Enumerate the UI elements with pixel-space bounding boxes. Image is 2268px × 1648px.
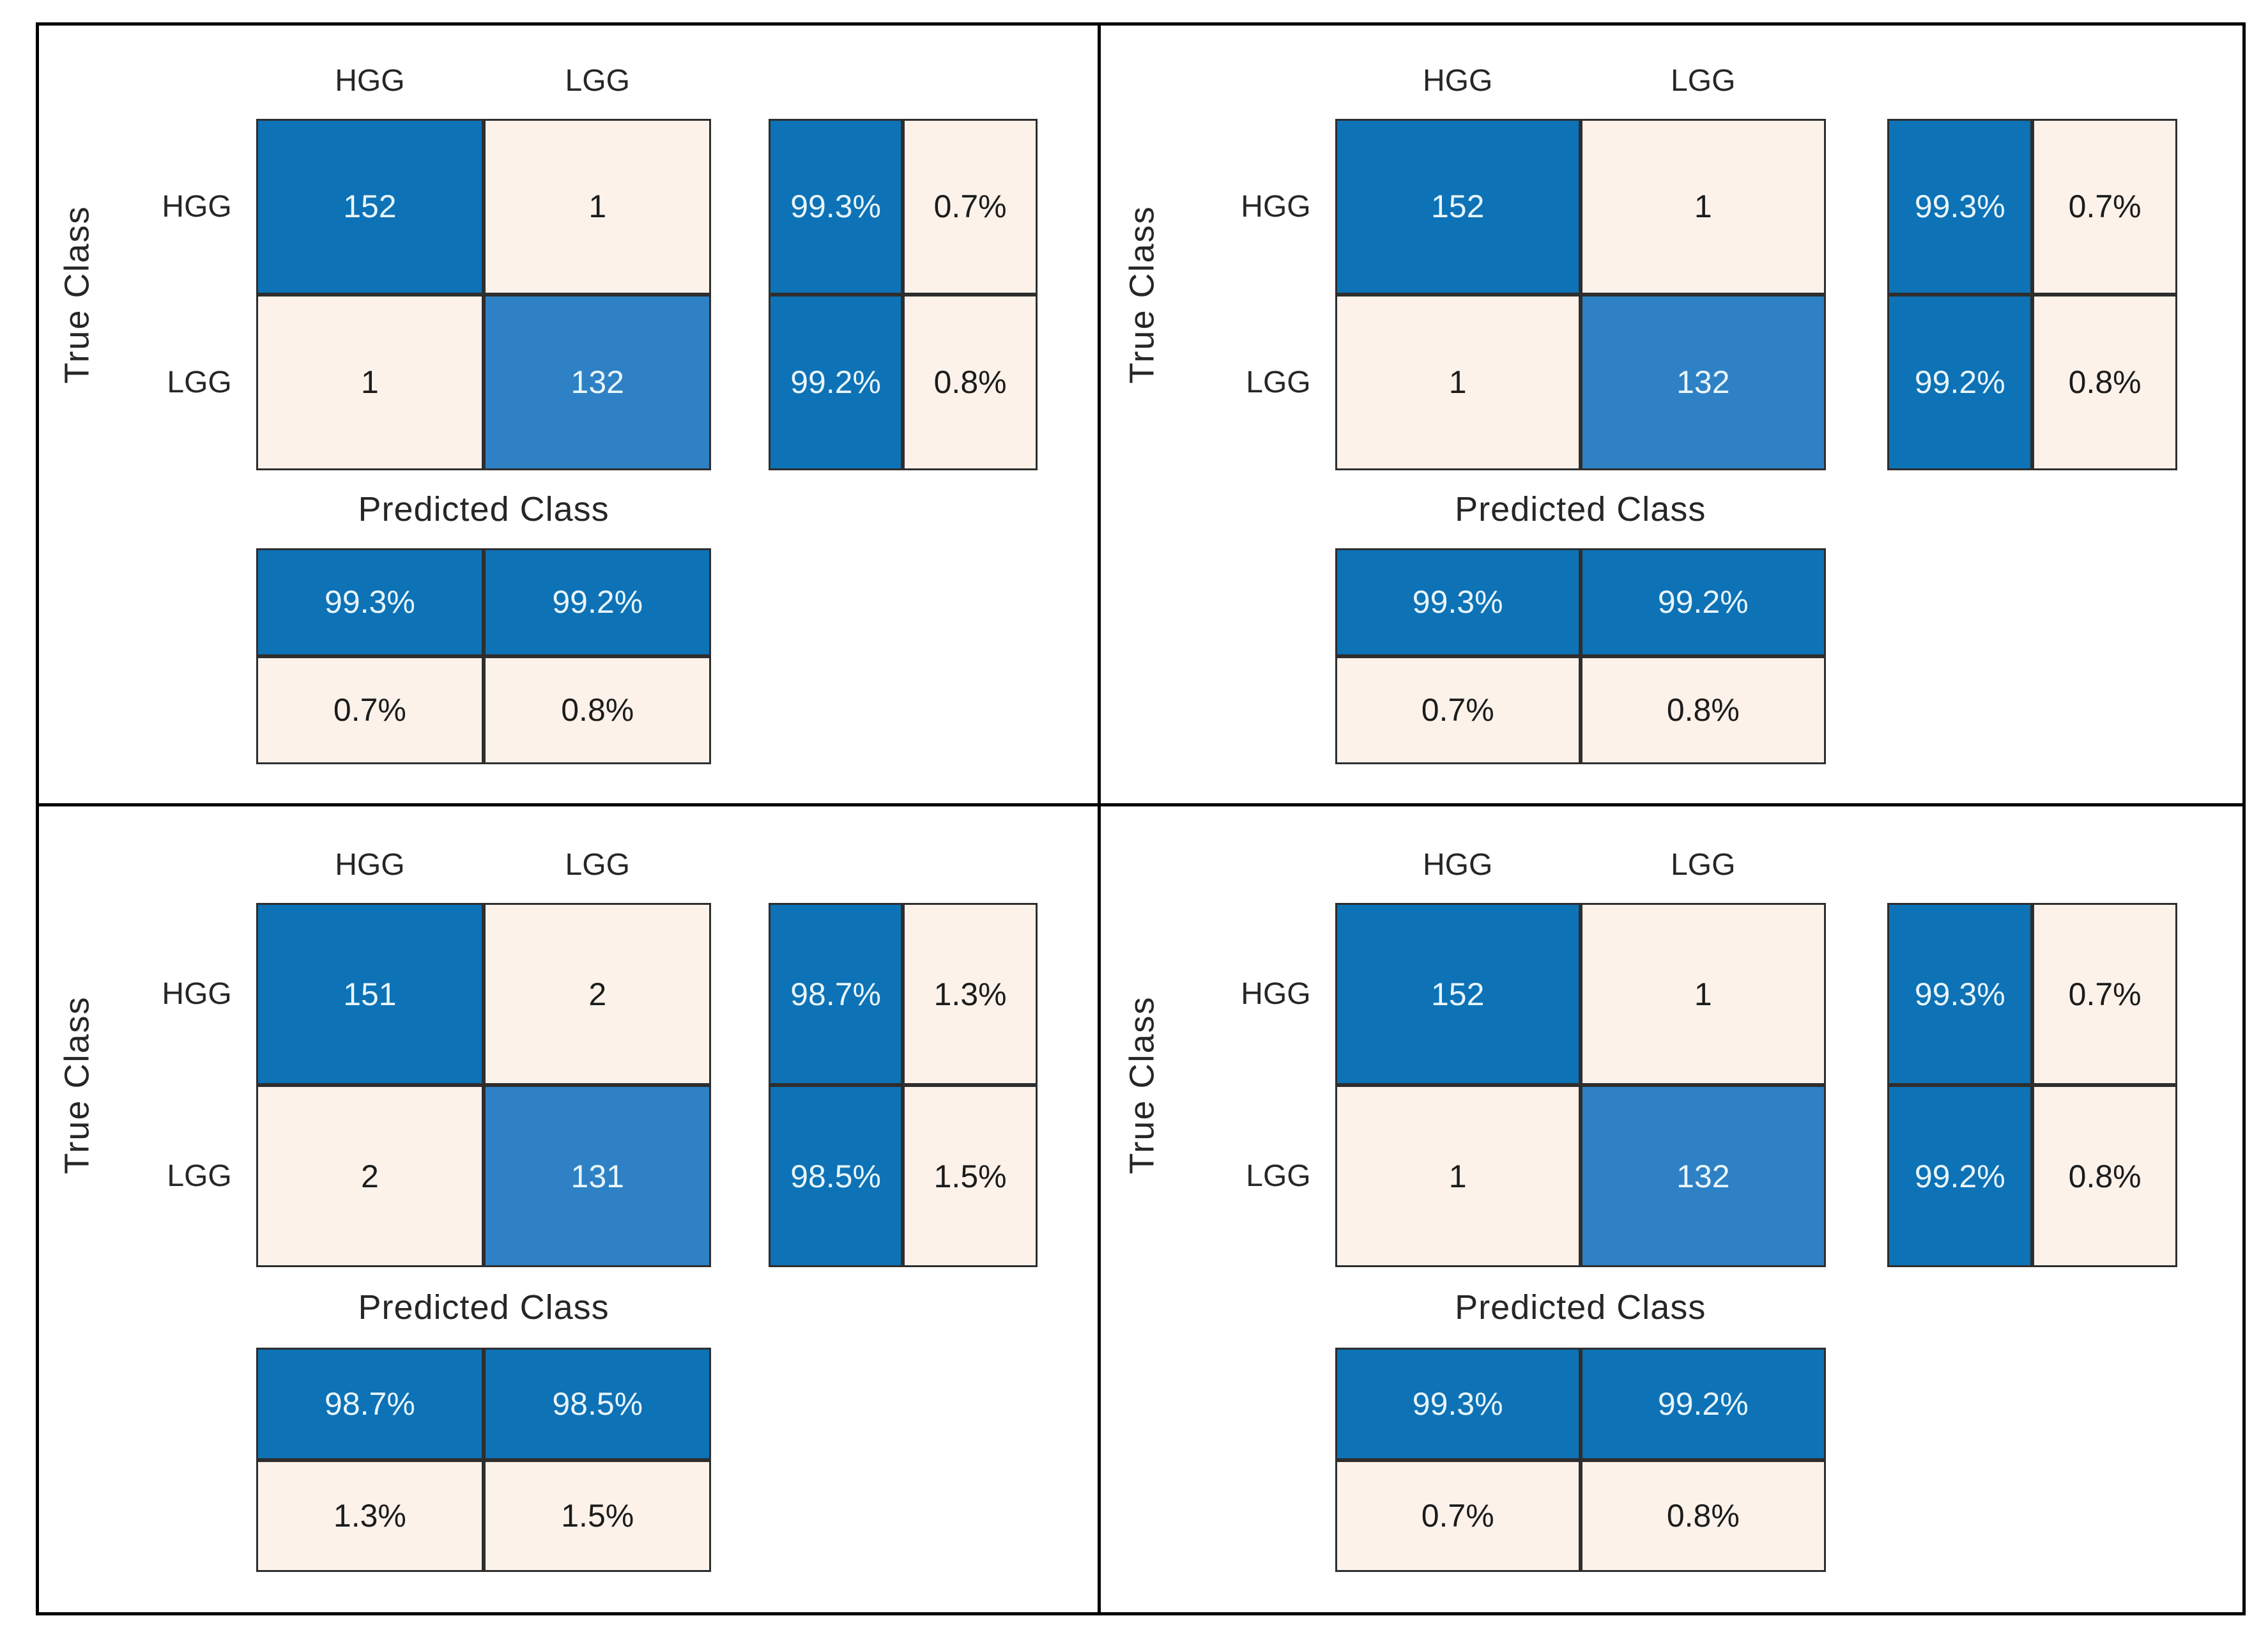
y-axis-label: True Class	[1101, 903, 1183, 1267]
row-summary-cell: 98.7%	[256, 1348, 484, 1460]
col-header-lgg: LGG	[565, 847, 630, 882]
confusion-chart: HGG LGG True Class HGG LGG 151 2 2 131 9…	[39, 806, 1098, 1612]
y-axis-label-text: True Class	[1123, 996, 1161, 1174]
row-summary-cell: 1.5%	[484, 1459, 712, 1572]
confusion-cell: 152	[1335, 118, 1581, 295]
row-summary-cell: 0.7%	[1335, 1459, 1581, 1572]
confusion-cell: 1	[484, 118, 712, 295]
x-axis-label: Predicted Class	[358, 1288, 609, 1327]
col-header-hgg: HGG	[1423, 847, 1493, 882]
row-summary-cell: 99.3%	[1335, 1348, 1581, 1460]
confusion-cell: 1	[1335, 1085, 1581, 1268]
row-summary-cell: 99.3%	[256, 548, 484, 656]
column-summary-cell: 99.2%	[1887, 1085, 2033, 1268]
column-summary-cell: 99.3%	[768, 118, 903, 295]
column-summary-cell: 98.5%	[768, 1085, 903, 1268]
row-summary-cell: 0.8%	[484, 656, 712, 764]
column-summary-cell: 0.7%	[2032, 118, 2178, 295]
figure-frame: HGG LGG True Class HGG LGG 152 1 1 132 9…	[36, 22, 2246, 1615]
row-summary-cell: 0.8%	[1580, 656, 1826, 764]
row-summary-cell: 99.3%	[1335, 548, 1581, 656]
y-axis-label-text: True Class	[1123, 205, 1161, 384]
x-axis-label: Predicted Class	[358, 489, 609, 528]
col-header-hgg: HGG	[335, 847, 405, 882]
confusion-cell: 151	[256, 902, 484, 1086]
confusion-cell: 2	[484, 902, 712, 1086]
column-summary-cell: 0.7%	[2032, 902, 2178, 1086]
x-axis-label: Predicted Class	[1455, 489, 1706, 528]
row-header-lgg: LGG	[1246, 365, 1311, 399]
column-summary-cell: 99.2%	[768, 294, 903, 470]
row-summary-cell: 99.2%	[1580, 1348, 1826, 1460]
confusion-cell: 132	[1580, 1085, 1826, 1268]
row-summary-cell: 0.8%	[1580, 1459, 1826, 1572]
confusion-cell: 132	[484, 294, 712, 470]
confusion-cell: 1	[1335, 294, 1581, 470]
row-summary-cell: 99.2%	[484, 548, 712, 656]
y-axis-label: True Class	[1101, 119, 1183, 470]
column-summary-cell: 0.8%	[2032, 294, 2178, 470]
confusion-cell: 1	[1580, 902, 1826, 1086]
column-summary-cell: 1.5%	[903, 1085, 1038, 1268]
y-axis-label: True Class	[39, 119, 115, 470]
x-axis-label: Predicted Class	[1455, 1288, 1706, 1327]
confusion-cell: 2	[256, 1085, 484, 1268]
confusion-cell: 152	[256, 118, 484, 295]
panel-top-right: HGG LGG True Class HGG LGG 152 1 1 132 9…	[1101, 26, 2242, 806]
row-header-hgg: HGG	[162, 189, 232, 224]
row-summary-cell: 98.5%	[484, 1348, 712, 1460]
confusion-chart: HGG LGG True Class HGG LGG 152 1 1 132 9…	[39, 26, 1098, 803]
row-summary-cell: 0.7%	[1335, 656, 1581, 764]
column-summary-cell: 0.8%	[903, 294, 1038, 470]
column-summary-cell: 98.7%	[768, 902, 903, 1086]
row-header-hgg: HGG	[1241, 977, 1311, 1012]
col-header-hgg: HGG	[1423, 63, 1493, 98]
panel-bottom-left: HGG LGG True Class HGG LGG 151 2 2 131 9…	[39, 806, 1101, 1612]
column-summary-cell: 99.3%	[1887, 902, 2033, 1086]
row-header-lgg: LGG	[1246, 1159, 1311, 1194]
confusion-cell: 1	[1580, 118, 1826, 295]
row-summary-cell: 99.2%	[1580, 548, 1826, 656]
row-header-lgg: LGG	[167, 365, 232, 399]
row-header-hgg: HGG	[1241, 189, 1311, 224]
row-summary-cell: 0.7%	[256, 656, 484, 764]
confusion-cell: 152	[1335, 902, 1581, 1086]
row-summary-cell: 1.3%	[256, 1459, 484, 1572]
col-header-hgg: HGG	[335, 63, 405, 98]
panel-bottom-right: HGG LGG True Class HGG LGG 152 1 1 132 9…	[1101, 806, 2242, 1612]
col-header-lgg: LGG	[565, 63, 630, 98]
confusion-cell: 132	[1580, 294, 1826, 470]
confusion-cell: 131	[484, 1085, 712, 1268]
y-axis-label: True Class	[39, 903, 115, 1267]
column-summary-cell: 99.3%	[1887, 118, 2033, 295]
column-summary-cell: 0.8%	[2032, 1085, 2178, 1268]
y-axis-label-text: True Class	[57, 996, 96, 1174]
column-summary-cell: 99.2%	[1887, 294, 2033, 470]
col-header-lgg: LGG	[1671, 63, 1736, 98]
confusion-cell: 1	[256, 294, 484, 470]
row-header-lgg: LGG	[167, 1159, 232, 1194]
col-header-lgg: LGG	[1671, 847, 1736, 882]
confusion-chart: HGG LGG True Class HGG LGG 152 1 1 132 9…	[1101, 806, 2242, 1612]
panel-top-left: HGG LGG True Class HGG LGG 152 1 1 132 9…	[39, 26, 1101, 806]
column-summary-cell: 0.7%	[903, 118, 1038, 295]
confusion-chart: HGG LGG True Class HGG LGG 152 1 1 132 9…	[1101, 26, 2242, 803]
y-axis-label-text: True Class	[57, 205, 96, 384]
column-summary-cell: 1.3%	[903, 902, 1038, 1086]
row-header-hgg: HGG	[162, 977, 232, 1012]
